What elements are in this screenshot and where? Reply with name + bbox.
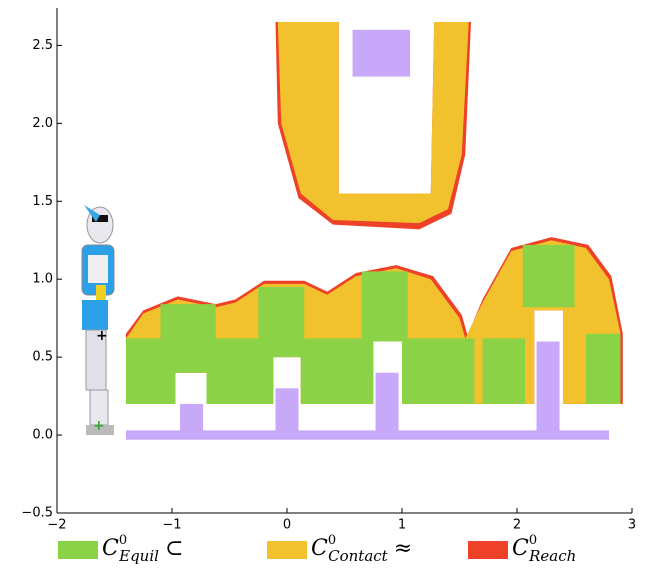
legend-sub: Reach	[528, 547, 576, 565]
legend-symbol: C	[512, 536, 529, 561]
robot: + +	[81, 205, 115, 435]
legend-sub: Equil	[118, 547, 159, 565]
obstacle	[375, 372, 399, 436]
legend-symbol: C	[311, 536, 328, 561]
x-tick-label: −1	[162, 518, 181, 533]
legend-label: C0 Equil ⊂	[102, 533, 183, 566]
y-tick-label: 1.0	[32, 272, 53, 287]
legend-op: ⊂	[165, 536, 183, 561]
legend-label: C0 Reach	[512, 533, 576, 566]
y-tick-label: 0.0	[32, 428, 53, 443]
legend-sup: 0	[328, 533, 336, 548]
x-tick-label: 2	[513, 518, 521, 533]
y-tick-label: 0.5	[32, 350, 53, 365]
x-tick-label: 3	[628, 518, 636, 533]
legend-sup: 0	[119, 533, 127, 548]
region	[126, 244, 621, 404]
y-tick-label: 2.0	[32, 116, 53, 131]
legend-symbol: C	[102, 536, 119, 561]
x-tick-label: −2	[47, 518, 66, 533]
legend-sub: Contact	[328, 547, 389, 565]
legend-swatch	[267, 541, 307, 559]
y-tick-label: 2.5	[32, 38, 53, 53]
x-tick-label: 0	[283, 518, 291, 533]
obstacle	[180, 403, 204, 436]
legend-op: ≈	[394, 536, 412, 561]
legend-swatch	[58, 541, 98, 559]
obstacle	[275, 388, 299, 436]
svg-text:+: +	[93, 418, 105, 434]
region	[126, 22, 621, 404]
y-tick-label: −0.5	[21, 506, 53, 521]
legend-sup: 0	[529, 533, 537, 548]
obstacle	[352, 29, 411, 77]
obstacle	[126, 430, 609, 440]
legend-label: C0 Contact ≈	[311, 533, 412, 566]
obstacle	[536, 341, 560, 436]
y-tick-label: 1.5	[32, 194, 53, 209]
svg-text:+: +	[96, 328, 108, 344]
legend-swatch	[468, 541, 508, 559]
x-tick-label: 1	[398, 518, 406, 533]
